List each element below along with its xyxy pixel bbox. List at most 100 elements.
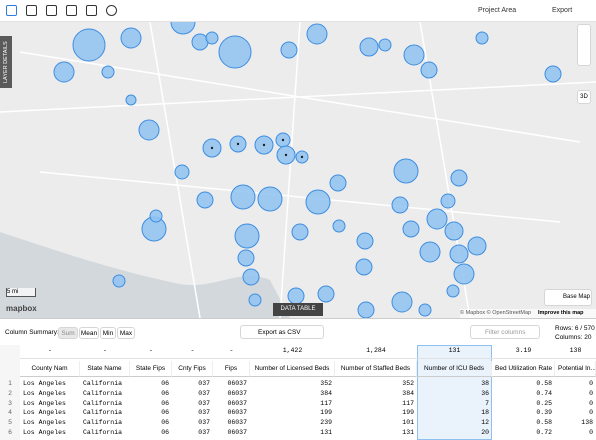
summary-cell: -	[130, 346, 172, 359]
map-logo: mapbox	[6, 304, 37, 313]
hospital-marker	[306, 23, 328, 45]
filter-input[interactable]: Filter columns	[470, 325, 540, 339]
summary-cell: 3.19	[492, 346, 555, 359]
table-cell: 06	[161, 429, 169, 436]
table-cell: California	[83, 419, 123, 427]
table-cell: 0	[589, 409, 593, 417]
table-cell: 0	[589, 389, 593, 397]
zoom-controls[interactable]	[577, 24, 591, 66]
hospital-marker	[218, 35, 252, 69]
table-cell: 06037	[227, 429, 247, 436]
summary-option[interactable]: Sum	[58, 327, 78, 339]
export-button[interactable]: Export	[552, 7, 573, 14]
column-header[interactable]: County Nam	[20, 361, 80, 377]
data-table-toggle[interactable]: DATA TABLE	[273, 303, 323, 316]
row-number: 2	[8, 389, 12, 397]
hospital-marker	[280, 41, 298, 59]
base-map-button[interactable]: Base Map	[544, 289, 592, 306]
table-cell: 18	[481, 409, 489, 417]
hospital-marker	[332, 219, 346, 233]
project-area-dropdown[interactable]: Project Area	[478, 7, 517, 14]
table-cell: 0.58	[536, 380, 552, 387]
hospital-marker	[101, 65, 115, 79]
summary-cell: -	[20, 346, 80, 359]
export-csv-button[interactable]: Export as CSV	[240, 325, 324, 339]
hospital-marker	[440, 193, 456, 209]
table-cell: 0.58	[536, 419, 552, 427]
layer-details-tab[interactable]: LAYER DETAILS	[0, 36, 12, 88]
tool-icon[interactable]	[86, 5, 97, 16]
hospital-marker	[444, 221, 464, 241]
marker-dot	[281, 138, 285, 142]
rows-count: Rows: 6 / 570	[555, 325, 595, 332]
table-cell: 131	[402, 429, 414, 436]
marker-dot	[284, 153, 288, 157]
table-cell: Los Angeles	[23, 389, 66, 397]
column-summary-label: Column Summary:	[5, 329, 59, 336]
column-header[interactable]: Potential In...	[555, 361, 596, 377]
table-cell: 0	[589, 380, 593, 387]
column-header[interactable]: Fips	[213, 361, 250, 377]
table-cell: 36	[481, 389, 489, 397]
summary-option[interactable]: Min	[100, 327, 116, 339]
table-cell: 199	[402, 409, 414, 417]
column-header[interactable]: Bed Utilization Rate	[492, 361, 555, 377]
table-cell: Los Angeles	[23, 409, 66, 417]
hospital-marker	[72, 28, 106, 62]
toolbar	[0, 0, 596, 22]
table-cell: California	[83, 389, 123, 397]
table-cell: 117	[402, 399, 414, 407]
tool-icon[interactable]	[106, 5, 117, 16]
summary-option[interactable]: Max	[117, 327, 135, 339]
column-header[interactable]: Number of Licensed Beds	[250, 361, 335, 377]
hospital-marker	[359, 37, 379, 57]
table-cell: California	[83, 380, 123, 387]
table-cell: 0	[589, 429, 593, 436]
hospital-marker	[329, 174, 347, 192]
hospital-marker	[191, 33, 209, 51]
hospital-marker	[53, 61, 75, 83]
table-cell: 037	[198, 389, 210, 397]
hospital-marker	[149, 209, 163, 223]
summary-cell: 138	[555, 346, 596, 359]
table-cell: 0	[589, 399, 593, 407]
table-cell: 101	[402, 419, 414, 427]
column-header[interactable]: Number of Staffed Beds	[335, 361, 417, 377]
hospital-marker	[237, 249, 255, 267]
hospital-marker	[391, 291, 413, 313]
view-3d-button[interactable]: 3D	[577, 90, 591, 104]
selected-column	[417, 345, 492, 440]
hospital-marker	[234, 223, 260, 249]
table-cell: 384	[402, 389, 414, 397]
table-cell: 0.74	[536, 389, 552, 397]
map[interactable]	[0, 22, 596, 318]
tool-icon[interactable]	[66, 5, 77, 16]
hospital-marker	[205, 31, 219, 45]
hospital-marker	[257, 186, 283, 212]
table-cell: 06	[161, 389, 169, 397]
hospital-marker	[475, 31, 489, 45]
hospital-marker	[125, 94, 137, 106]
summary-option[interactable]: Mean	[79, 327, 99, 339]
hospital-marker	[453, 263, 475, 285]
column-header[interactable]: State Fips	[130, 361, 172, 377]
table-cell: 06037	[227, 419, 247, 427]
table-cell: 06	[161, 399, 169, 407]
tool-icon[interactable]	[26, 5, 37, 16]
hospital-marker	[112, 274, 126, 288]
table-cell: California	[83, 409, 123, 417]
hospital-marker	[393, 158, 419, 184]
tool-icon[interactable]	[6, 5, 17, 16]
tool-icon[interactable]	[46, 5, 57, 16]
table-cell: 384	[320, 389, 332, 397]
hospital-marker	[355, 258, 373, 276]
map-water	[0, 232, 290, 318]
column-header[interactable]: State Name	[80, 361, 130, 377]
column-header[interactable]: Cnty Fips	[172, 361, 213, 377]
table-cell: Los Angeles	[23, 429, 66, 436]
column-header[interactable]: Number of ICU Beds	[417, 361, 492, 377]
hospital-marker	[449, 244, 469, 264]
improve-map-link[interactable]: Improve this map	[538, 309, 596, 318]
hospital-marker	[402, 220, 420, 238]
hospital-marker	[317, 285, 335, 303]
